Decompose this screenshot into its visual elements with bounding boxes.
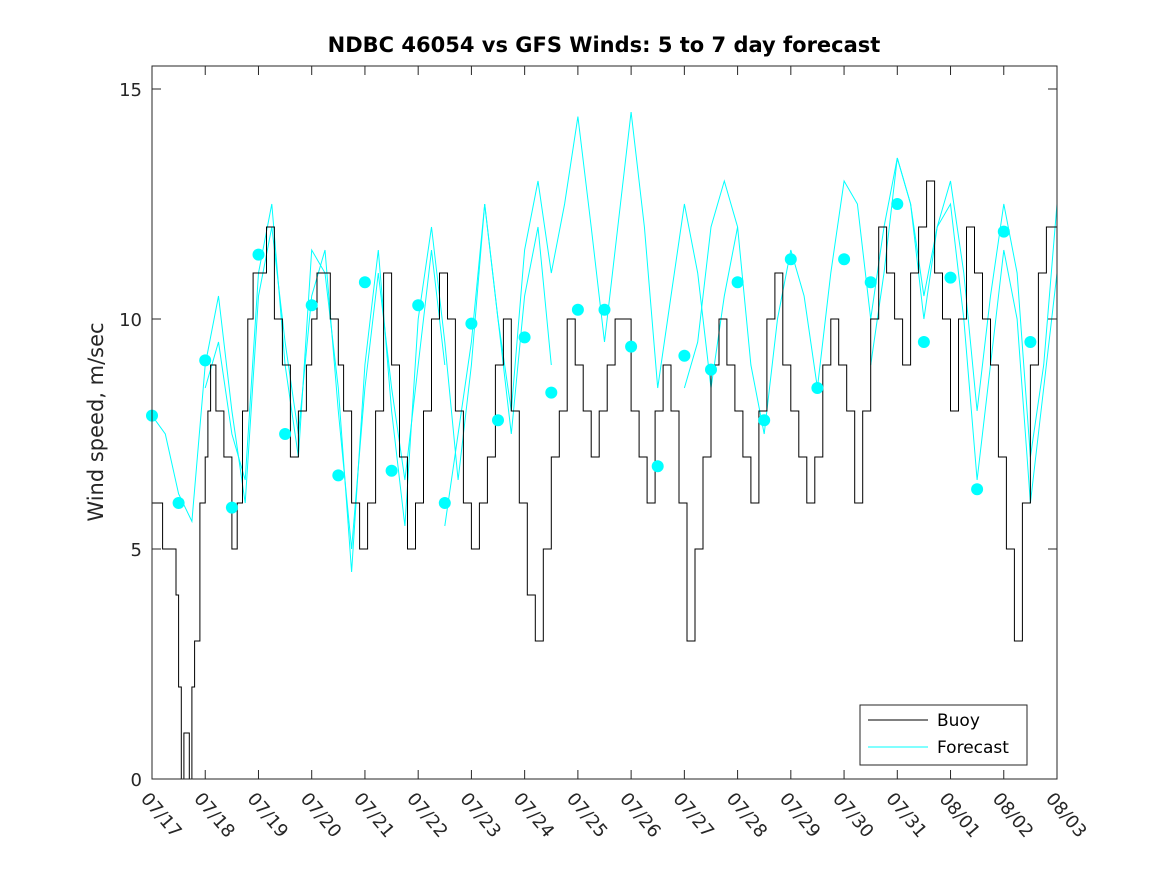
x-tick-label: 08/02: [988, 789, 1037, 842]
forecast-line-3: [444, 111, 739, 527]
forecast-marker: [678, 349, 691, 362]
forecast-marker: [997, 225, 1010, 238]
marker-layer: [146, 198, 1037, 514]
x-tick-label: 07/30: [828, 789, 877, 842]
forecast-marker: [625, 340, 638, 353]
x-tick-label: 07/23: [456, 789, 505, 842]
forecast-marker: [571, 303, 584, 316]
chart-title: NDBC 46054 vs GFS Winds: 5 to 7 day fore…: [328, 33, 881, 57]
forecast-marker: [199, 354, 212, 367]
forecast-marker: [891, 198, 904, 210]
y-axis-label: Wind speed, m/sec: [84, 322, 108, 521]
forecast-marker: [811, 382, 824, 394]
forecast-marker: [385, 464, 398, 477]
forecast-marker: [651, 460, 664, 473]
series-layer: [151, 111, 1058, 780]
y-axis: 0 5 10 15: [119, 80, 1057, 791]
x-tick-label: 08/01: [935, 789, 984, 842]
x-tick-label: 07/24: [509, 789, 558, 842]
forecast-marker: [944, 271, 957, 284]
forecast-marker: [598, 303, 611, 316]
forecast-marker: [758, 414, 771, 427]
x-tick-label: 08/03: [1041, 789, 1090, 842]
x-tick-label: 07/25: [562, 789, 611, 842]
forecast-marker: [252, 248, 265, 261]
forecast-marker: [705, 363, 717, 376]
y-tick-label: 5: [131, 540, 142, 561]
forecast-marker: [545, 386, 558, 399]
x-tick-label: 07/29: [775, 789, 824, 842]
legend-label-buoy: Buoy: [937, 711, 980, 731]
forecast-marker: [971, 483, 984, 496]
forecast-marker: [518, 331, 531, 344]
forecast-marker: [465, 317, 478, 330]
x-tick-label: 07/28: [722, 789, 771, 842]
forecast-marker: [172, 497, 185, 509]
plot-background: [152, 66, 1057, 779]
x-tick-label: 07/18: [189, 789, 238, 842]
y-tick-label: 15: [119, 80, 142, 101]
buoy-line: [152, 180, 1058, 780]
y-tick-label: 0: [131, 770, 142, 791]
forecast-marker: [838, 253, 851, 266]
forecast-marker: [358, 276, 371, 289]
forecast-marker: [1024, 336, 1037, 348]
forecast-marker: [305, 299, 318, 312]
forecast-marker: [438, 497, 451, 509]
forecast-marker: [412, 299, 425, 312]
y-tick-label: 10: [119, 310, 142, 331]
legend-box: [859, 704, 1028, 766]
legend-label-forecast: Forecast: [937, 738, 1009, 758]
forecast-marker: [731, 276, 744, 289]
forecast-marker: [225, 501, 238, 514]
forecast-marker: [492, 414, 504, 427]
x-tick-label: 07/19: [243, 789, 292, 842]
forecast-marker: [917, 336, 930, 348]
x-tick-label: 07/31: [881, 789, 930, 842]
forecast-marker: [864, 276, 877, 289]
x-tick-label: 07/22: [402, 789, 451, 842]
x-tick-label: 07/27: [669, 789, 718, 842]
x-tick-label: 07/21: [349, 789, 398, 842]
x-tick-label: 07/20: [296, 789, 345, 842]
plot-frame: [151, 65, 1058, 780]
forecast-marker: [279, 428, 292, 440]
forecast-marker: [784, 253, 797, 266]
x-tick-label: 07/26: [615, 789, 664, 842]
legend: Buoy Forecast: [859, 704, 1028, 766]
x-tick-label: 07/17: [136, 789, 185, 842]
forecast-marker: [332, 469, 345, 482]
